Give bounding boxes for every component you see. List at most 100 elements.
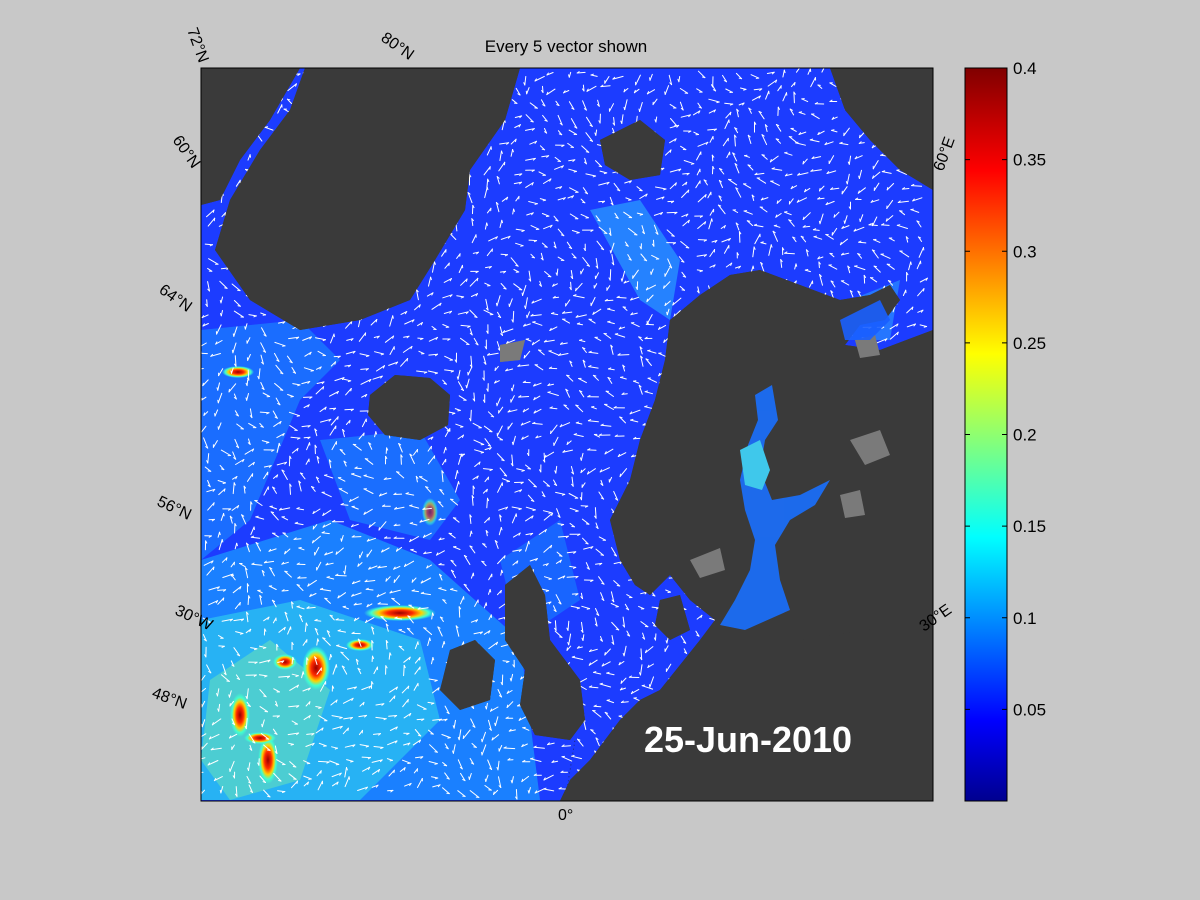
velocity-vector: [751, 95, 761, 101]
velocity-vector-head: [376, 594, 380, 598]
velocity-vector-head: [489, 589, 492, 593]
velocity-vector: [514, 124, 521, 128]
velocity-vector-head: [738, 77, 743, 80]
velocity-vector: [234, 355, 237, 367]
velocity-vector-head: [736, 252, 739, 256]
velocity-vector-head: [409, 453, 413, 457]
velocity-vector: [456, 295, 465, 298]
velocity-vector: [817, 197, 825, 200]
velocity-vector-head: [317, 638, 320, 642]
velocity-vector-head: [613, 554, 617, 557]
velocity-vector-head: [499, 695, 503, 698]
velocity-vector: [540, 252, 544, 261]
velocity-vector: [289, 425, 298, 431]
velocity-vector-head: [912, 198, 915, 202]
velocity-vector-head: [559, 424, 563, 428]
velocity-vector: [839, 142, 849, 146]
velocity-vector: [277, 660, 285, 663]
velocity-vector: [469, 328, 473, 336]
velocity-vector-head: [315, 476, 319, 479]
velocity-vector-head: [542, 494, 546, 498]
velocity-vector: [604, 648, 611, 656]
velocity-vector: [614, 212, 619, 219]
velocity-vector-head: [351, 631, 355, 634]
velocity-vector: [804, 187, 811, 193]
velocity-vector-head: [366, 538, 370, 542]
velocity-vector-head: [350, 320, 353, 325]
velocity-vector-head: [858, 175, 860, 179]
velocity-vector-head: [261, 570, 265, 573]
velocity-vector-head: [825, 202, 829, 206]
velocity-vector-head: [395, 726, 398, 730]
velocity-vector-head: [368, 566, 371, 570]
velocity-vector-head: [409, 504, 413, 507]
velocity-vector-head: [235, 476, 238, 480]
velocity-vector: [378, 521, 387, 531]
velocity-vector-head: [517, 364, 521, 367]
velocity-vector: [500, 283, 507, 290]
velocity-vector: [375, 703, 385, 706]
velocity-vector-head: [645, 322, 649, 325]
velocity-vector-head: [570, 276, 574, 279]
velocity-vector: [817, 130, 825, 135]
velocity-vector: [589, 648, 598, 652]
velocity-vector-head: [621, 392, 625, 395]
velocity-vector: [495, 202, 500, 213]
velocity-vector-head: [231, 664, 235, 667]
velocity-vector-head: [503, 474, 508, 477]
velocity-vector-head: [826, 171, 830, 174]
velocity-vector: [403, 664, 405, 677]
velocity-vector: [335, 547, 344, 555]
velocity-vector: [668, 74, 673, 86]
velocity-vector-head: [623, 106, 626, 111]
velocity-vector-head: [501, 459, 505, 462]
velocity-vector: [588, 351, 599, 354]
velocity-vector-head: [489, 447, 492, 450]
velocity-vector: [358, 432, 365, 440]
velocity-vector: [432, 687, 440, 694]
velocity-vector-head: [475, 343, 479, 346]
velocity-vector: [208, 258, 219, 265]
velocity-vector-head: [207, 484, 211, 488]
velocity-vector-head: [234, 523, 237, 527]
velocity-vector-head: [296, 507, 300, 510]
velocity-vector-head: [286, 98, 291, 101]
velocity-vector-head: [287, 675, 290, 679]
velocity-vector-head: [698, 110, 701, 114]
velocity-vector: [555, 594, 562, 605]
velocity-vector: [316, 638, 319, 646]
velocity-vector-head: [296, 605, 300, 608]
velocity-vector-head: [789, 108, 793, 111]
velocity-vector-head: [531, 128, 535, 131]
velocity-vector: [274, 341, 286, 347]
velocity-vector: [201, 314, 209, 319]
velocity-vector-head: [614, 333, 619, 335]
velocity-vector-head: [730, 262, 733, 266]
velocity-vector: [414, 729, 422, 737]
velocity-vector: [483, 630, 491, 635]
velocity-vector: [672, 297, 682, 306]
velocity-vector: [276, 461, 287, 466]
velocity-vector: [460, 337, 470, 345]
velocity-vector: [490, 706, 499, 712]
velocity-vector: [719, 168, 725, 175]
velocity-vector-head: [517, 93, 521, 96]
velocity-vector: [458, 729, 462, 741]
velocity-vector: [617, 452, 627, 457]
velocity-vector-head: [742, 102, 745, 106]
velocity-vector: [427, 370, 438, 374]
velocity-vector: [544, 451, 555, 458]
velocity-vector: [534, 75, 545, 82]
velocity-vector-head: [845, 181, 848, 185]
velocity-vector-head: [368, 442, 372, 445]
velocity-vector-head: [291, 641, 294, 645]
velocity-vector: [218, 539, 223, 551]
velocity-vector: [912, 197, 923, 202]
velocity-vector-head: [795, 263, 798, 267]
velocity-vector-head: [802, 225, 806, 228]
velocity-vector-head: [571, 483, 574, 487]
velocity-vector: [568, 168, 577, 172]
velocity-vector-head: [496, 641, 498, 646]
velocity-vector-head: [652, 594, 656, 597]
velocity-vector: [632, 269, 639, 279]
